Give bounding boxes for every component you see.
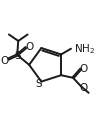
Text: O: O — [80, 83, 88, 93]
Text: S: S — [14, 51, 21, 60]
Text: NH$_2$: NH$_2$ — [74, 41, 95, 55]
Text: O: O — [25, 42, 33, 52]
Text: O: O — [1, 56, 9, 66]
Text: S: S — [35, 79, 42, 89]
Text: O: O — [80, 63, 88, 73]
